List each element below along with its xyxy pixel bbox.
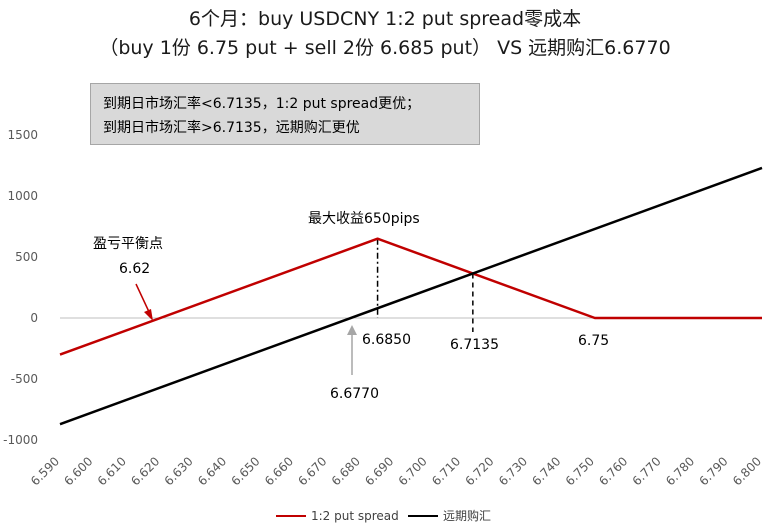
x-tick-label: 6.740 <box>529 454 563 488</box>
max-profit-label: 最大收益650pips <box>308 211 420 227</box>
x-tick-label: 6.680 <box>329 454 363 488</box>
x-tick-label: 6.710 <box>429 454 463 488</box>
x-tick-label: 6.660 <box>262 454 296 488</box>
x-tick-label: 6.800 <box>730 454 764 488</box>
x-tick-label: 6.760 <box>596 454 630 488</box>
x-tick-label: 6.610 <box>95 454 129 488</box>
chart-title: 6个月：buy USDCNY 1:2 put spread零成本 <box>188 8 582 30</box>
forward-series-line <box>59 166 763 426</box>
legend-label-spread: 1:2 put spread <box>311 509 399 523</box>
y-tick-label: -500 <box>11 372 38 386</box>
x-tick-label: 6.670 <box>295 454 329 488</box>
strike-high-label: 6.75 <box>578 333 609 349</box>
forward-rate-arrow <box>347 325 357 375</box>
x-tick-label: 6.620 <box>128 454 162 488</box>
note-line-2: 到期日市场汇率>6.7135，远期购汇更优 <box>103 120 360 136</box>
x-tick-label: 6.730 <box>496 454 530 488</box>
y-tick-label: 0 <box>30 311 38 325</box>
x-tick-label: 6.690 <box>362 454 396 488</box>
chart-subtitle: （buy 1份 6.75 put + sell 2份 6.685 put） VS… <box>99 37 671 59</box>
x-tick-label: 6.780 <box>663 454 697 488</box>
note-box: 到期日市场汇率<6.7135，1:2 put spread更优； 到期日市场汇率… <box>90 83 480 145</box>
x-tick-label: 6.630 <box>162 454 196 488</box>
x-tick-label: 6.600 <box>61 454 95 488</box>
y-tick-label: 1000 <box>7 189 38 203</box>
x-tick-label: 6.640 <box>195 454 229 488</box>
x-tick-label: 6.770 <box>630 454 664 488</box>
x-tick-label: 6.790 <box>696 454 730 488</box>
x-tick-label: 6.650 <box>228 454 262 488</box>
y-tick-label: 1500 <box>7 128 38 142</box>
legend: 1:2 put spread 远期购汇 <box>276 508 491 523</box>
crossover-label: 6.7135 <box>450 337 499 353</box>
spread-series-line <box>59 237 762 356</box>
x-tick-label: 6.590 <box>28 454 62 488</box>
y-tick-label: -1000 <box>3 433 38 447</box>
x-tick-label: 6.750 <box>563 454 597 488</box>
breakeven-arrow <box>135 283 153 321</box>
legend-label-forward: 远期购汇 <box>443 508 491 523</box>
note-line-1: 到期日市场汇率<6.7135，1:2 put spread更优； <box>103 96 421 112</box>
x-tick-label: 6.720 <box>462 454 496 488</box>
y-tick-label: 500 <box>15 250 38 264</box>
forward-rate-label: 6.6770 <box>330 386 379 402</box>
x-tick-label: 6.700 <box>396 454 430 488</box>
breakeven-label: 盈亏平衡点 <box>93 236 163 252</box>
strike-low-label: 6.6850 <box>362 332 411 348</box>
breakeven-value: 6.62 <box>119 261 150 277</box>
